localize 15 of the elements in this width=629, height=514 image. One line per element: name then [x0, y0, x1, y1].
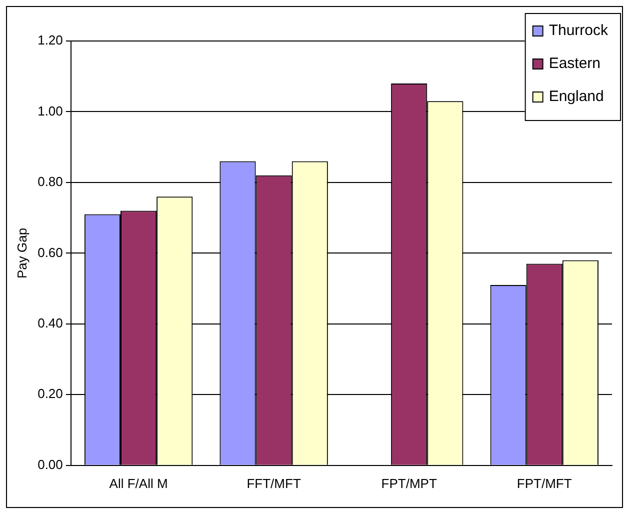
- x-tick-label: All F/All M: [109, 476, 168, 491]
- x-tick-label: FPT/MPT: [381, 476, 437, 491]
- legend-label: England: [548, 88, 604, 106]
- y-tick-label: 0.60: [38, 244, 63, 260]
- y-axis-title: Pay Gap: [14, 228, 30, 278]
- x-tick-label: FPT/MFT: [516, 476, 572, 491]
- y-tick-label: 0.40: [38, 316, 63, 331]
- y-tick-label: 0.20: [38, 386, 63, 402]
- y-tick-label: 1.00: [38, 103, 63, 118]
- legend-label: Eastern: [548, 55, 601, 72]
- y-tick-label: 0.80: [38, 174, 63, 190]
- legend-label: Thurrock: [548, 22, 608, 40]
- y-tick-label: 1.20: [38, 32, 63, 48]
- x-tick-label: FFT/MFT: [246, 476, 301, 491]
- y-tick-label: 0.00: [38, 456, 63, 472]
